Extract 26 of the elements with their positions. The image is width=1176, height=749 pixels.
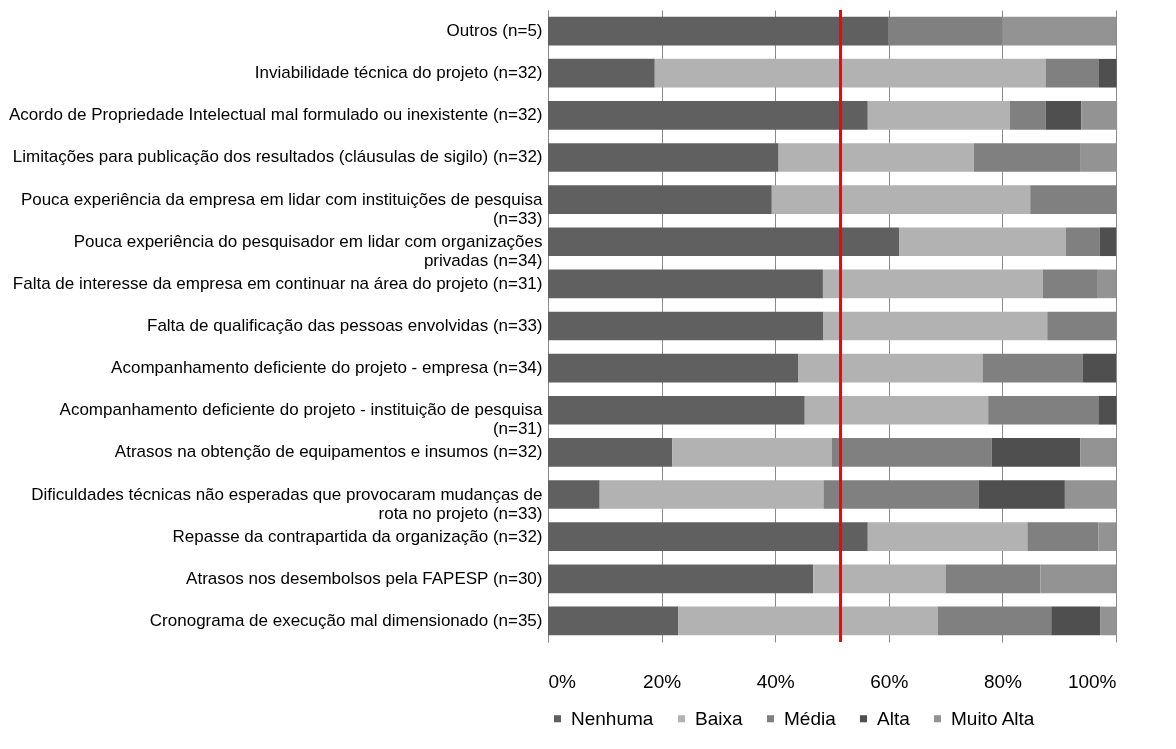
y-tick-label: Repasse da contrapartida da organização (n=32) xyxy=(172,526,543,546)
y-tick-label: Inviabilidade técnica do projeto (n=32) xyxy=(254,63,543,83)
y-tick-label: Cronograma de execução mal dimensionado (n=35) xyxy=(149,610,543,630)
y-tick-label: Pouca experiência da empresa em lidar com instituições de pesquisa (n=33) xyxy=(20,189,544,228)
x-tick-label: 100% xyxy=(1067,670,1117,692)
x-tick-label: 80% xyxy=(983,670,1023,692)
legend-label: Alta xyxy=(877,707,911,729)
y-tick-label: Acompanhamento deficiente do projeto - empresa (n=34) xyxy=(111,358,543,378)
y-tick-label: Falta de interesse da empresa em continuar na área do projeto (n=31) xyxy=(12,273,543,293)
x-tick-label: 40% xyxy=(756,670,795,692)
y-tick-label: Atrasos na obtenção de equipamentos e insumos (n=32) xyxy=(114,442,543,462)
legend-label: Média xyxy=(784,707,837,729)
legend-label: Muito Alta xyxy=(951,707,1035,729)
y-tick-label: Falta de qualificação das pessoas envolvidas (n=33) xyxy=(147,316,543,335)
x-tick-label: 0% xyxy=(548,670,577,692)
y-tick-label: Outros (n=5) xyxy=(446,21,543,41)
y-tick-label: Pouca experiência do pesquisador em lidar com organizações privadas (n=34) xyxy=(73,231,543,270)
legend-label: Baixa xyxy=(695,707,743,729)
y-tick-label: Atrasos nos desembolsos pela FAPESP (n=30) xyxy=(186,568,543,588)
x-tick-label: 60% xyxy=(870,670,909,692)
legend-label: Nenhuma xyxy=(571,707,654,729)
y-tick-label: Acompanhamento deficiente do projeto - instituição de pesquisa (n=31) xyxy=(59,400,544,439)
y-tick-label: Acordo de Propriedade Intelectual mal formulado ou inexistente (n=32) xyxy=(9,105,543,125)
y-tick-label: Dificuldades técnicas não esperadas que provocaram mudanças de rota no projeto (n=33) xyxy=(31,484,543,523)
x-tick-label: 20% xyxy=(643,670,682,692)
y-tick-label: Limitações para publicação dos resultados (cláusulas de sigilo) (n=32) xyxy=(12,147,543,167)
